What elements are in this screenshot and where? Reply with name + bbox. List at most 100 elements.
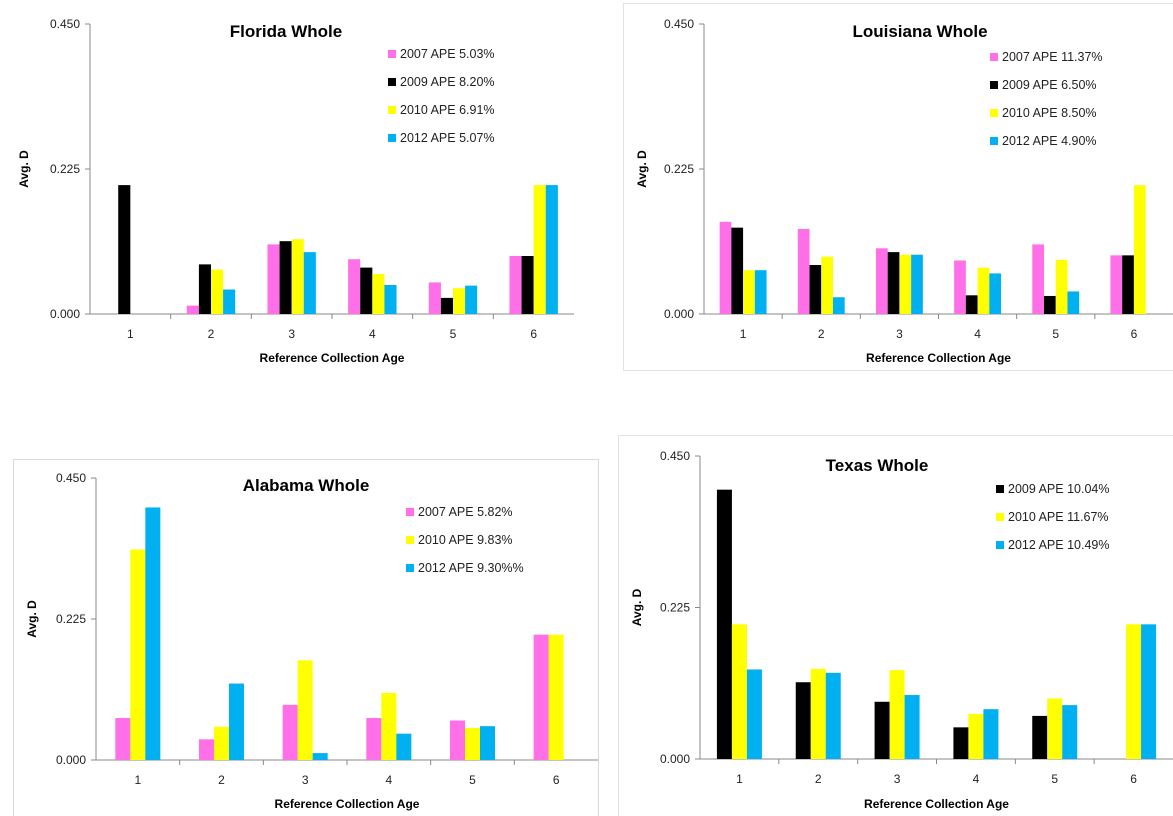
bar-2009-age-2 — [795, 682, 811, 759]
legend-label-2012: 2012 APE 4.90% — [1002, 134, 1097, 148]
bar-2012-age-4 — [396, 733, 412, 760]
bar-2009-age-3 — [874, 701, 890, 759]
bar-2009-age-4 — [953, 727, 969, 759]
bar-2012-age-3 — [911, 254, 923, 314]
chart-panel-louisiana: 0.000 0.225 0.450 1 2 3 4 5 6 Louisiana Whole Avg.… — [624, 4, 1173, 370]
y-axis-label: Avg. D — [17, 150, 31, 188]
legend-swatch-2010 — [996, 513, 1004, 521]
bar-2007-age-6 — [1110, 255, 1123, 314]
bar-2010-age-5 — [1055, 259, 1068, 314]
x-tick-label: 3 — [302, 773, 309, 787]
bar-2010-age-6 — [548, 634, 564, 760]
x-tick-label: 5 — [469, 773, 476, 787]
bar-2012-age-3 — [312, 753, 328, 760]
y-tick-label: 0.450 — [56, 471, 86, 485]
y-axis-label: Avg. D — [25, 600, 39, 638]
x-tick-label: 3 — [288, 327, 295, 341]
y-tick-label: 0.450 — [50, 17, 80, 31]
x-tick-label: 4 — [974, 327, 981, 341]
x-tick-label: 2 — [815, 772, 822, 786]
y-axis-label: Avg. D — [635, 150, 649, 188]
bar-2010-age-2 — [821, 256, 833, 314]
bar-2007-age-4 — [348, 259, 361, 314]
bar-2010-age-4 — [977, 267, 990, 314]
bar-2012-age-2 — [229, 683, 244, 760]
bar-2012-age-4 — [989, 273, 1002, 314]
legend-swatch-2012 — [996, 541, 1004, 549]
bar-2012-age-3 — [303, 252, 316, 314]
bar-2009-age-5 — [440, 297, 453, 314]
chart-title: Florida Whole — [230, 22, 342, 41]
legend-swatch-2012 — [990, 137, 998, 145]
x-tick-label: 1 — [736, 772, 743, 786]
bar-2009-age-4 — [360, 267, 373, 314]
bar-2012-age-5 — [1067, 291, 1080, 314]
chart-louisiana: 0.000 0.225 0.450 1 2 3 4 5 6 Louisiana Whole Avg.… — [635, 17, 1173, 365]
bar-2010-age-3 — [889, 670, 905, 759]
legend-swatch-2012 — [388, 134, 396, 142]
bar-2007-age-4 — [954, 260, 966, 314]
bar-2009-age-6 — [1122, 255, 1134, 314]
chart-panel-texas: 0.000 0.225 0.450 1 2 3 4 5 6 Texas Whole Avg. D Re… — [619, 436, 1173, 816]
legend-label-2007: 2007 APE 5.82% — [418, 505, 513, 519]
bar-2009-age-4 — [965, 295, 978, 314]
legend-swatch-2010 — [990, 109, 998, 117]
y-tick-label: 0.450 — [660, 449, 690, 463]
bar-2012-age-5 — [480, 726, 495, 760]
bar-2010-age-5 — [453, 288, 466, 314]
legend-label-2009: 2009 APE 8.20% — [400, 75, 495, 89]
bar-2012-age-2 — [825, 672, 841, 759]
legend-swatch-2007 — [406, 508, 414, 516]
bar-2009-age-2 — [809, 265, 822, 314]
x-tick-label: 3 — [896, 327, 903, 341]
bar-2010-age-5 — [1047, 698, 1063, 759]
bar-2010-age-1 — [743, 270, 755, 314]
legend-label-2012: 2012 APE 5.07% — [400, 131, 495, 145]
bar-2012-age-3 — [904, 695, 920, 759]
x-axis-label: Reference Collection Age — [864, 797, 1009, 811]
x-tick-label: 1 — [740, 327, 747, 341]
bar-2012-age-6 — [545, 185, 558, 314]
x-tick-label: 5 — [450, 327, 457, 341]
bar-2007-age-5 — [450, 720, 465, 760]
chart-title: Alabama Whole — [243, 476, 370, 495]
bar-2010-age-1 — [130, 549, 146, 760]
bar-2007-age-3 — [282, 704, 298, 760]
y-tick-label: 0.000 — [660, 752, 690, 766]
bar-2012-age-1 — [754, 270, 767, 314]
bar-2012-age-1 — [746, 669, 762, 759]
y-tick-label: 0.225 — [56, 612, 86, 626]
chart-panel-alabama: 0.000 0.225 0.450 1 2 3 4 5 6 Alabama Whole Avg. D… — [14, 460, 598, 816]
x-tick-label: 2 — [818, 327, 825, 341]
legend-label-2009: 2009 APE 6.50% — [1002, 78, 1097, 92]
legend-label-2007: 2007 APE 5.03% — [400, 47, 495, 61]
bar-2009-age-3 — [279, 241, 292, 314]
y-tick-label: 0.000 — [664, 307, 694, 321]
chart-title: Louisiana Whole — [852, 22, 987, 41]
bar-2007-age-3 — [875, 248, 888, 314]
legend-label-2010: 2010 APE 6.91% — [400, 103, 495, 117]
bar-2009-age-1 — [731, 227, 744, 314]
y-axis-label: Avg. D — [630, 588, 644, 626]
bar-2009-age-2 — [198, 264, 211, 314]
x-tick-label: 1 — [134, 773, 141, 787]
bar-2010-age-5 — [465, 728, 480, 760]
y-tick-label: 0.000 — [56, 753, 86, 767]
bar-2010-age-6 — [1133, 185, 1146, 314]
chart-florida: 0.000 0.225 0.450 1 2 3 4 5 6 Florida Whole Avg. D… — [17, 17, 574, 365]
bar-2010-age-1 — [731, 624, 747, 759]
bar-2012-age-5 — [465, 285, 478, 314]
x-tick-label: 5 — [1051, 772, 1058, 786]
bar-2007-age-3 — [267, 244, 280, 314]
y-tick-label: 0.000 — [50, 307, 80, 321]
legend-label-2010: 2010 APE 9.83% — [418, 533, 513, 547]
bar-2012-age-2 — [223, 289, 236, 314]
legend-swatch-2009 — [388, 78, 396, 86]
bar-2007-age-1 — [115, 718, 131, 760]
bar-2009-age-1 — [118, 185, 131, 314]
x-tick-label: 5 — [1052, 327, 1059, 341]
bar-2007-age-1 — [719, 221, 732, 314]
bar-2012-age-4 — [384, 285, 397, 314]
legend-label-2010: 2010 APE 11.67% — [1008, 510, 1109, 524]
bar-2010-age-4 — [372, 274, 385, 314]
